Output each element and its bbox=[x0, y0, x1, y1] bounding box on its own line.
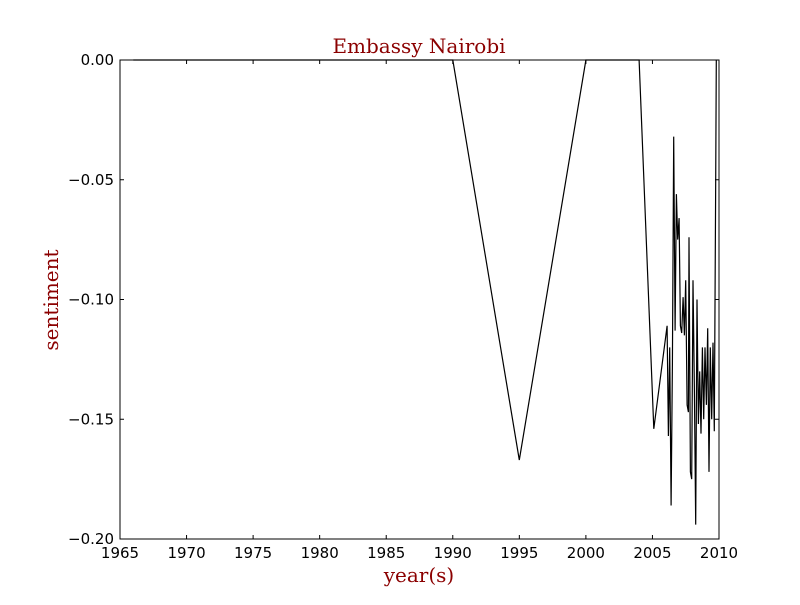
x-tick-label: 2010 bbox=[700, 544, 738, 562]
chart-title: Embassy Nairobi bbox=[332, 34, 505, 58]
x-axis-label: year(s) bbox=[383, 563, 455, 587]
y-tick-label: 0.00 bbox=[81, 51, 114, 69]
x-tick-label: 1980 bbox=[301, 544, 339, 562]
y-tick-label: −0.20 bbox=[68, 530, 114, 548]
x-tick-label: 2000 bbox=[567, 544, 605, 562]
x-tick-label: 1965 bbox=[101, 544, 139, 562]
x-tick-label: 1995 bbox=[500, 544, 538, 562]
x-tick-label: 1990 bbox=[434, 544, 472, 562]
plot-area: 1965 1970 1975 1980 1985 1990 1995 2000 2005 2010… bbox=[68, 51, 738, 562]
y-tick-label: −0.10 bbox=[68, 291, 114, 309]
y-axis-label: sentiment bbox=[39, 249, 63, 350]
x-tick-label: 1985 bbox=[367, 544, 405, 562]
y-tick-label: −0.15 bbox=[68, 410, 114, 428]
x-tick-label: 2005 bbox=[633, 544, 671, 562]
x-tick-label: 1975 bbox=[234, 544, 272, 562]
y-tick-label: −0.05 bbox=[68, 171, 114, 189]
x-tick-label: 1970 bbox=[167, 544, 205, 562]
series-line-0 bbox=[133, 59, 717, 525]
